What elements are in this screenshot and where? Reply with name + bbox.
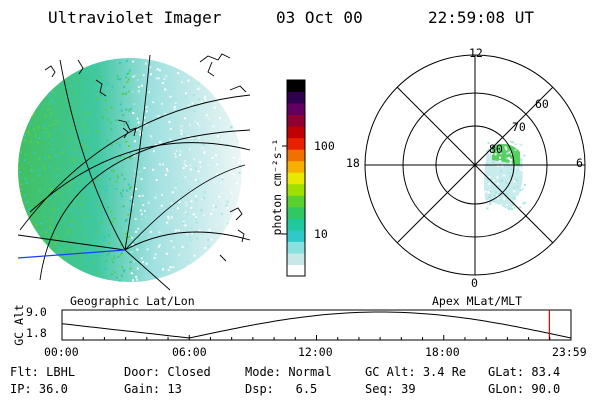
- auroral-oval-bright: [492, 144, 520, 165]
- colorbar-band: [287, 149, 305, 162]
- colorbar-tick-10: 10: [314, 227, 328, 241]
- colorbar-band: [287, 80, 305, 93]
- colorbar-band: [287, 206, 305, 219]
- colorbar-band: [287, 160, 305, 173]
- status-dsp: Dsp: 6.5: [245, 382, 318, 396]
- status-door: Door: Closed: [124, 365, 211, 379]
- colorbar-band: [287, 91, 305, 104]
- altitude-plot: [61, 309, 572, 341]
- status-gc-alt: GC Alt: 3.4 Re: [365, 365, 467, 379]
- mlat-label-80: 80: [489, 142, 503, 156]
- colorbar-band: [287, 218, 305, 231]
- status-seq: Seq: 39: [365, 382, 416, 396]
- coastlines: [44, 53, 247, 262]
- polar-plot-caption: Apex MLat/MLT: [432, 294, 523, 308]
- altitude-xtick-0: 00:00: [44, 345, 79, 359]
- instrument-title: Ultraviolet Imager: [48, 8, 222, 27]
- colorbar-band: [287, 137, 305, 150]
- status-mode: Mode: Normal: [245, 365, 332, 379]
- altitude-ytick-max: 9.0: [26, 305, 47, 319]
- altitude-ytick-min: 1.8: [26, 326, 47, 340]
- colorbar-band: [287, 103, 305, 116]
- colorbar-band: [287, 114, 305, 127]
- geographic-map: [17, 53, 251, 291]
- geo-map-caption: Geographic Lat/Lon: [70, 294, 195, 308]
- mlat-label-60: 60: [535, 97, 549, 111]
- mlt-label-18: 18: [346, 156, 360, 170]
- colorbar-band: [287, 183, 305, 196]
- colorbar-band: [287, 252, 305, 265]
- altitude-xtick-3: 18:00: [425, 345, 460, 359]
- terminator-line: [17, 249, 126, 259]
- mlat-label-70: 70: [512, 120, 526, 134]
- colorbar-tick-100: 100: [314, 139, 335, 153]
- altitude-xtick-4: 23:59: [552, 345, 587, 359]
- status-ip: IP: 36.0: [10, 382, 68, 396]
- lat-lon-grid: [17, 54, 251, 291]
- colorbar-unit-label: photon cm⁻²s⁻¹: [270, 138, 284, 236]
- status-glat: GLat: 83.4: [488, 365, 561, 379]
- mlt-label-12: 12: [469, 46, 483, 60]
- status-flt: Flt: LBHL: [10, 365, 76, 379]
- status-glon: GLon: 90.0: [488, 382, 561, 396]
- observation-date: 03 Oct 00: [276, 8, 363, 27]
- colorbar-band: [287, 241, 305, 254]
- mlt-label-6: 6: [576, 156, 583, 170]
- mlt-label-0: 0: [471, 276, 478, 290]
- altitude-xtick-2: 12:00: [298, 345, 333, 359]
- status-gain: Gain: 13: [124, 382, 182, 396]
- colorbar-band: [287, 264, 305, 277]
- altitude-ylabel: GC Alt: [12, 304, 26, 346]
- colorbar-band: [287, 126, 305, 139]
- colorbar-band: [287, 195, 305, 208]
- color-scale: [282, 79, 306, 277]
- altitude-xtick-1: 06:00: [172, 345, 207, 359]
- polar-plot: [364, 54, 586, 276]
- colorbar-band: [287, 229, 305, 242]
- colorbar-band: [287, 172, 305, 185]
- observation-time: 22:59:08 UT: [428, 8, 534, 27]
